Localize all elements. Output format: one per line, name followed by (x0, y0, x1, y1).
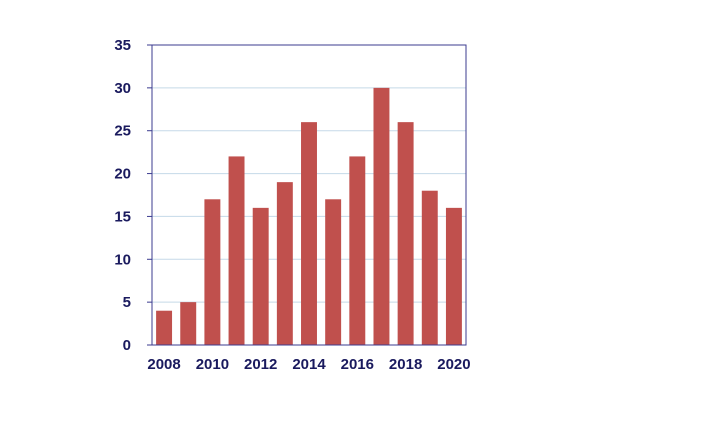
bar-2009 (180, 302, 197, 345)
bar-2016 (349, 156, 366, 345)
y-tick-label: 30 (114, 80, 131, 97)
y-tick-label: 15 (114, 208, 131, 225)
bar-2013 (276, 182, 293, 345)
bar-2008 (156, 310, 173, 345)
bar-2011 (228, 156, 245, 345)
y-tick-label: 5 (123, 294, 131, 311)
x-tick-label: 2008 (147, 356, 180, 373)
x-tick-label: 2010 (196, 356, 229, 373)
y-tick-labels: 0 5 10 15 20 25 30 35 (114, 37, 152, 354)
x-tick-label: 2014 (292, 356, 326, 373)
x-tick-label: 2012 (244, 356, 277, 373)
bar-2012 (252, 207, 269, 345)
bar-2010 (204, 199, 221, 345)
bar-2017 (373, 87, 390, 345)
bars (156, 87, 462, 346)
bar-2018 (397, 122, 414, 346)
x-tick-label: 2018 (389, 356, 422, 373)
x-tick-label: 2020 (437, 356, 470, 373)
y-tick-label: 35 (114, 37, 131, 54)
y-tick-label: 20 (114, 166, 131, 183)
x-tick-labels: 2008 2010 2012 2014 2016 2018 2020 (147, 356, 470, 373)
bar-2015 (325, 199, 342, 345)
y-tick-label: 0 (123, 337, 131, 354)
y-tick-label: 25 (114, 123, 131, 140)
bar-2014 (301, 122, 317, 346)
x-tick-label: 2016 (341, 356, 374, 373)
plot-frame (151, 44, 467, 346)
axes (151, 44, 467, 346)
y-tick-label: 10 (114, 251, 131, 268)
bar-2019 (421, 190, 438, 345)
bar-2020 (445, 207, 462, 345)
